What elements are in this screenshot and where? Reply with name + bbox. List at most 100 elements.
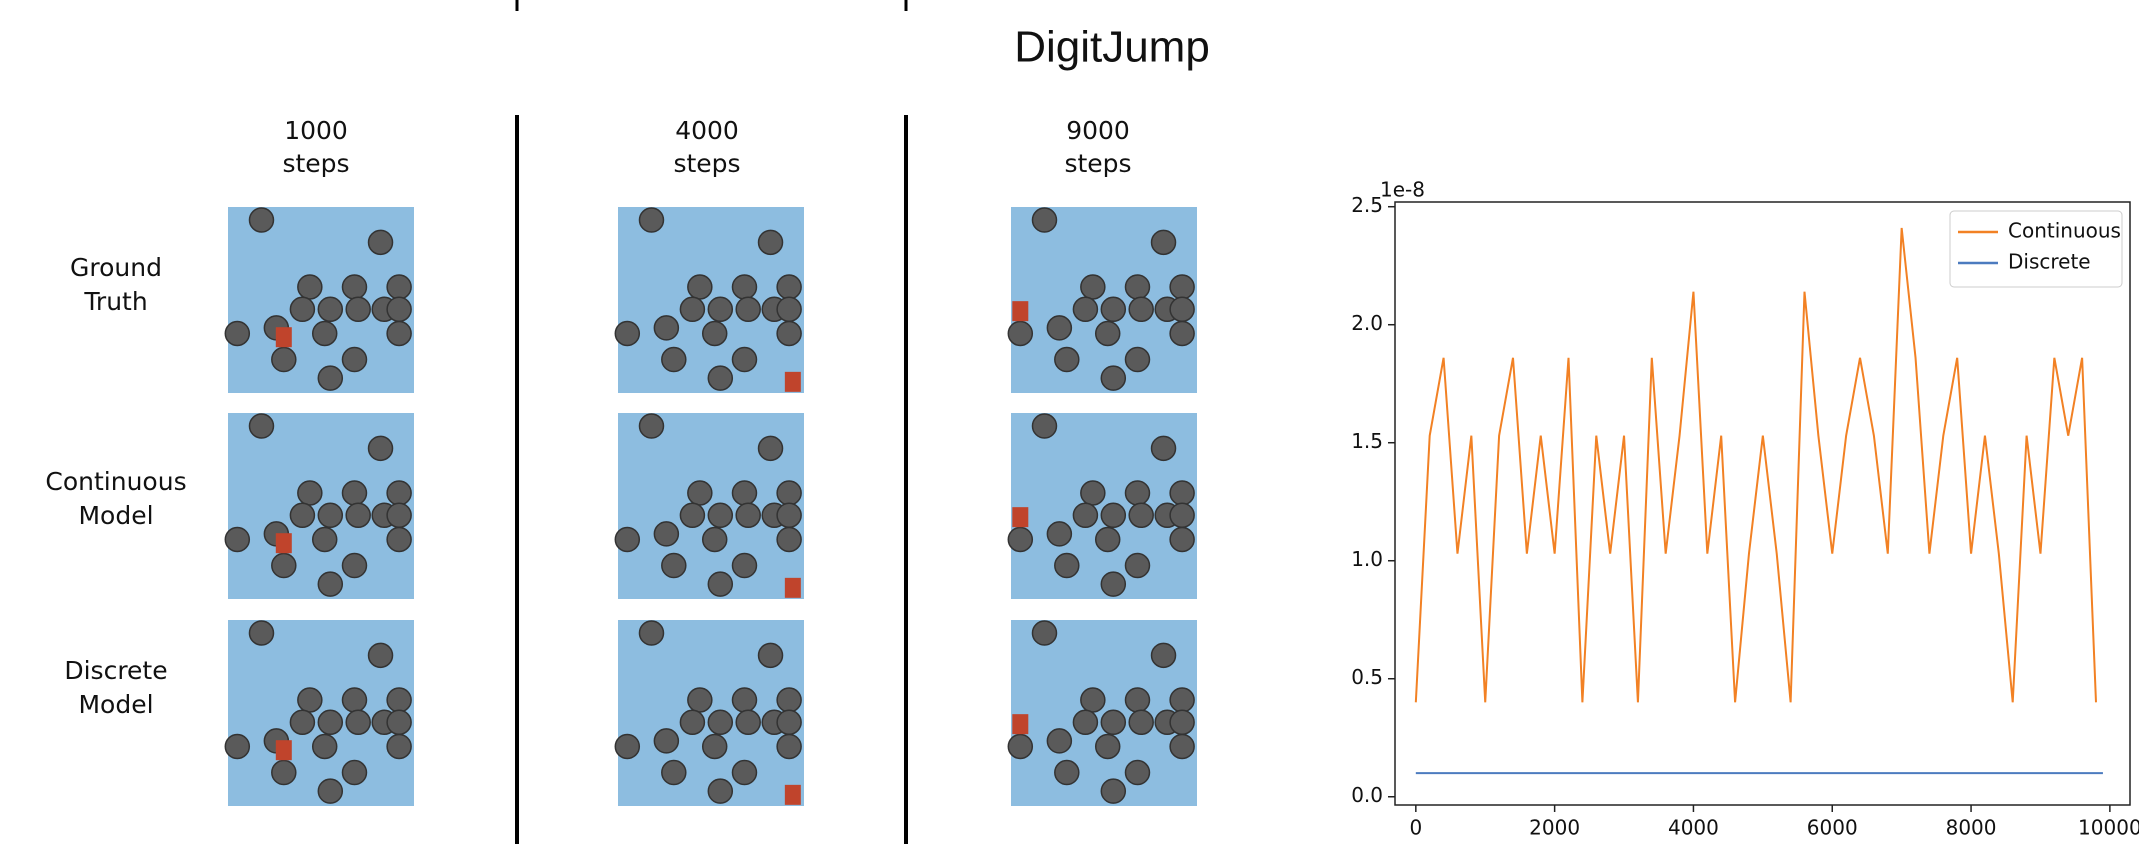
x-tick-label: 8000: [1946, 816, 1997, 840]
rock: [1129, 297, 1153, 321]
row-label: Model: [78, 690, 153, 719]
rock: [318, 572, 342, 596]
rock: [1073, 503, 1097, 527]
rock: [387, 503, 411, 527]
rock: [387, 688, 411, 712]
rock: [1008, 734, 1032, 758]
rock: [318, 503, 342, 527]
rock: [1152, 643, 1176, 667]
plot-frame: [1395, 202, 2130, 805]
rock: [1170, 734, 1194, 758]
x-tick-label: 0: [1409, 816, 1422, 840]
rock: [1073, 710, 1097, 734]
y-tick-label: 0.0: [1351, 783, 1383, 807]
rock: [777, 275, 801, 299]
rock: [298, 275, 322, 299]
rock: [346, 710, 370, 734]
rock: [1101, 297, 1125, 321]
rock: [1047, 522, 1071, 546]
rock: [342, 554, 366, 578]
series-line: [1416, 228, 2096, 702]
rock: [1129, 710, 1153, 734]
rock: [298, 688, 322, 712]
rock: [318, 779, 342, 803]
column-label: 4000: [675, 116, 739, 145]
rock: [615, 734, 639, 758]
rock: [777, 297, 801, 321]
rock: [732, 761, 756, 785]
rock: [732, 481, 756, 505]
rock: [1096, 734, 1120, 758]
rock: [703, 527, 727, 551]
agent: [1012, 507, 1028, 527]
rock: [1125, 554, 1149, 578]
rock: [1170, 321, 1194, 345]
legend-label: Continuous: [2008, 219, 2121, 243]
rock: [1125, 688, 1149, 712]
row-label: Continuous: [45, 467, 186, 496]
rock: [318, 710, 342, 734]
agent: [785, 578, 801, 598]
rock: [1032, 208, 1056, 232]
agent: [785, 372, 801, 392]
rock: [387, 321, 411, 345]
rock: [777, 321, 801, 345]
rock: [369, 643, 393, 667]
x-tick-label: 2000: [1529, 816, 1580, 840]
rock: [708, 503, 732, 527]
rock: [387, 481, 411, 505]
column-label: steps: [673, 149, 740, 178]
rock: [1125, 761, 1149, 785]
rock: [342, 481, 366, 505]
rock: [777, 481, 801, 505]
rock: [369, 436, 393, 460]
rock: [249, 621, 273, 645]
agent: [276, 533, 292, 553]
rock: [662, 554, 686, 578]
rock: [736, 710, 760, 734]
rock: [654, 522, 678, 546]
rock: [1081, 481, 1105, 505]
rock: [703, 734, 727, 758]
column-label: steps: [1064, 149, 1131, 178]
agent: [276, 327, 292, 347]
rock: [369, 230, 393, 254]
rock: [708, 572, 732, 596]
rock: [1125, 481, 1149, 505]
rock: [387, 275, 411, 299]
x-tick-label: 6000: [1807, 816, 1858, 840]
rock: [1170, 481, 1194, 505]
rock: [732, 275, 756, 299]
rock: [1101, 503, 1125, 527]
rock: [1073, 297, 1097, 321]
rock: [1055, 554, 1079, 578]
rock: [662, 761, 686, 785]
rock: [318, 366, 342, 390]
rock: [1125, 348, 1149, 372]
rock: [1055, 348, 1079, 372]
rock: [342, 688, 366, 712]
row-label: Ground: [70, 253, 162, 282]
row-label: Model: [78, 501, 153, 530]
y-tick-label: 2.5: [1351, 193, 1383, 217]
rock: [639, 414, 663, 438]
rock: [1170, 688, 1194, 712]
rock: [1152, 436, 1176, 460]
rock: [688, 481, 712, 505]
rock: [1101, 366, 1125, 390]
rock: [654, 729, 678, 753]
agent: [1012, 301, 1028, 321]
rock: [387, 297, 411, 321]
column-label: 9000: [1066, 116, 1130, 145]
rock: [1170, 275, 1194, 299]
rock: [342, 761, 366, 785]
rock: [346, 503, 370, 527]
rock: [225, 734, 249, 758]
row-label: Truth: [83, 287, 147, 316]
rock: [759, 230, 783, 254]
rock: [703, 321, 727, 345]
rock: [290, 710, 314, 734]
y-tick-label: 1.5: [1351, 429, 1383, 453]
rock: [1170, 527, 1194, 551]
rock: [313, 321, 337, 345]
